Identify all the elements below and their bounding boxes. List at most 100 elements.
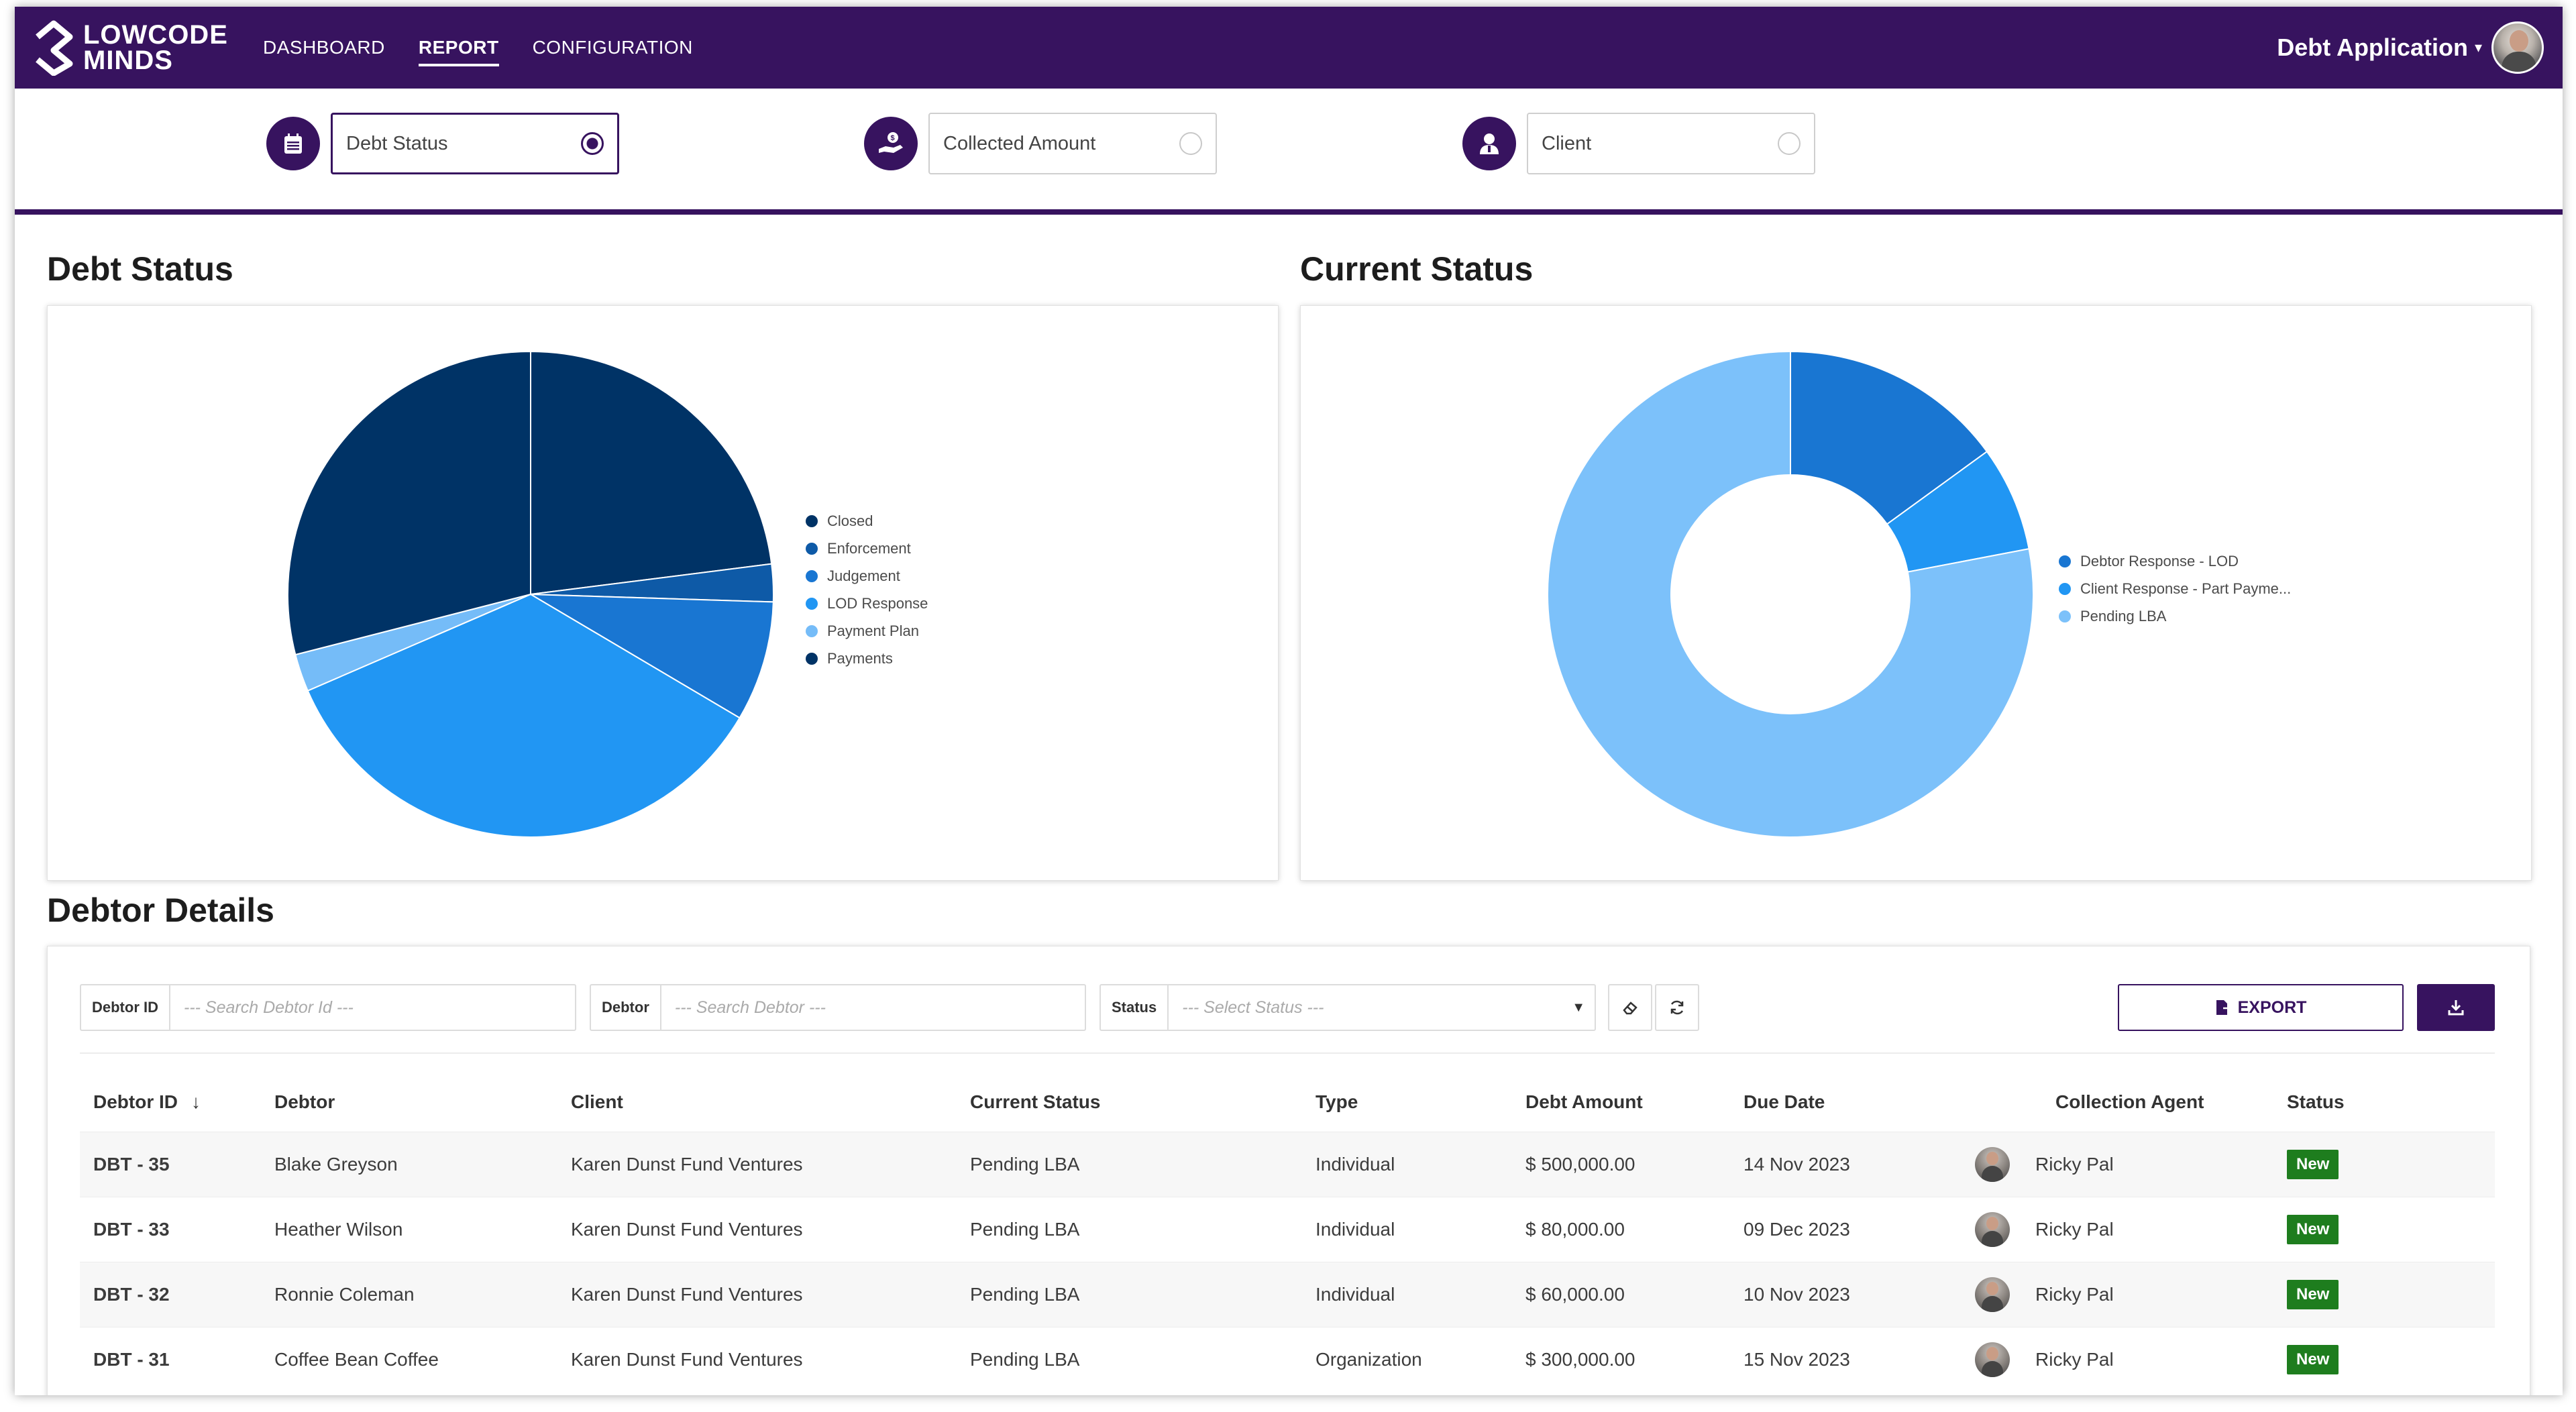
nav-dashboard[interactable]: DASHBOARD [263, 37, 385, 58]
table-row[interactable]: DBT - 35 Blake Greyson Karen Dunst Fund … [80, 1131, 2495, 1197]
slice-lod-response[interactable] [307, 593, 741, 838]
status-badge: New [2287, 1214, 2339, 1244]
legend-label: Pending LBA [2080, 607, 2167, 624]
status-select[interactable] [1169, 985, 1545, 1030]
collected-amount-radio[interactable] [1179, 132, 1202, 155]
logo-mark-icon [36, 20, 73, 76]
debt-amount: $ 60,000.00 [1512, 1261, 1730, 1327]
debtor-id-link[interactable]: DBT - 32 [80, 1261, 261, 1327]
col-header-debtor-id-label: Debtor ID [93, 1091, 178, 1112]
debt-status-radio[interactable] [581, 132, 604, 155]
legend-label: Payments [827, 649, 893, 667]
nav-configuration[interactable]: CONFIGURATION [532, 37, 693, 58]
current-status: Pending LBA [957, 1326, 1302, 1392]
client-radio[interactable] [1778, 132, 1801, 155]
debtor-search-input[interactable] [661, 985, 1071, 1030]
legend-item-enforcement[interactable]: Enforcement [806, 535, 928, 562]
legend-dot [806, 569, 818, 582]
legend-item-pending-lba[interactable]: Pending LBA [2059, 602, 2291, 630]
client-name: Karen Dunst Fund Ventures [557, 1131, 957, 1197]
legend-dot [806, 597, 818, 610]
slice-payments[interactable] [287, 350, 531, 656]
export-button[interactable]: EXPORT [2118, 984, 2404, 1031]
lowcode-minds-logo[interactable]: LOWCODE MINDS [32, 19, 228, 76]
refresh-button[interactable] [1655, 984, 1699, 1031]
debtor-table: Debtor ID ↓ Debtor Client Current Status … [80, 1073, 2495, 1392]
legend-dot [806, 652, 818, 665]
status-cell: New [2273, 1131, 2495, 1197]
client-user-icon [1462, 117, 1516, 170]
debtor-id-filter-label: Debtor ID [81, 985, 170, 1030]
debtor-id-search-input[interactable] [170, 985, 566, 1030]
debtor-id-link[interactable]: DBT - 33 [80, 1196, 261, 1262]
app-menu-dropdown[interactable]: Debt Application ▾ [2277, 7, 2482, 89]
debtor-search-group: Debtor [590, 984, 1086, 1031]
clear-filter-button[interactable] [1608, 984, 1652, 1031]
col-header-due-date[interactable]: Due Date [1743, 1091, 1825, 1112]
col-header-client[interactable]: Client [571, 1091, 623, 1112]
client-name: Karen Dunst Fund Ventures [557, 1261, 957, 1327]
table-header-row: Debtor ID ↓ Debtor Client Current Status … [80, 1073, 2495, 1132]
legend-item-judgement[interactable]: Judgement [806, 562, 928, 590]
slice-judgement[interactable] [530, 594, 774, 719]
current-status: Pending LBA [957, 1131, 1302, 1197]
col-header-current-status[interactable]: Current Status [970, 1091, 1101, 1112]
agent-name: Ricky Pal [2035, 1153, 2114, 1175]
hand-coin-icon: $ [864, 117, 918, 170]
caret-down-icon: ▼ [1572, 1000, 1585, 1015]
nav-report[interactable]: REPORT [418, 30, 499, 66]
table-row[interactable]: DBT - 31 Coffee Bean Coffee Karen Dunst … [80, 1326, 2495, 1392]
slice-pending-lba[interactable] [1547, 350, 2034, 838]
client-name: Karen Dunst Fund Ventures [557, 1326, 957, 1392]
col-header-type[interactable]: Type [1316, 1091, 1358, 1112]
legend-item-payment-plan[interactable]: Payment Plan [806, 617, 928, 645]
debt-amount: $ 500,000.00 [1512, 1131, 1730, 1197]
debtor-type: Individual [1302, 1131, 1512, 1197]
client-option-label: Client [1542, 132, 1592, 154]
slice-debtor-response-lod[interactable] [1790, 350, 1988, 525]
debtor-name: Coffee Bean Coffee [261, 1326, 557, 1392]
calendar-icon [266, 117, 320, 170]
status-filter-label: Status [1101, 985, 1169, 1030]
col-header-status[interactable]: Status [2287, 1091, 2345, 1112]
client-option[interactable]: Client [1527, 113, 1815, 174]
export-button-label: EXPORT [2237, 997, 2307, 1017]
caret-down-icon: ▾ [2474, 39, 2482, 56]
current-status-legend: Debtor Response - LOD Client Response - P… [2059, 547, 2291, 630]
sort-desc-icon[interactable]: ↓ [191, 1091, 201, 1112]
debtor-id-link[interactable]: DBT - 35 [80, 1131, 261, 1197]
collection-agent: Ricky Pal [1962, 1196, 2273, 1262]
debt-status-title: Debt Status [47, 250, 233, 288]
status-badge: New [2287, 1279, 2339, 1309]
legend-dot [806, 514, 818, 527]
col-header-debtor-id[interactable]: Debtor ID ↓ [80, 1073, 261, 1132]
download-button[interactable] [2417, 984, 2495, 1031]
legend-item-client-response-part-payme[interactable]: Client Response - Part Payme... [2059, 575, 2291, 602]
legend-item-closed[interactable]: Closed [806, 507, 928, 535]
col-header-debt-amount[interactable]: Debt Amount [1525, 1091, 1643, 1112]
download-icon [2448, 1000, 2464, 1016]
debtor-id-link[interactable]: DBT - 31 [80, 1326, 261, 1392]
legend-item-lod-response[interactable]: LOD Response [806, 590, 928, 617]
legend-item-payments[interactable]: Payments [806, 645, 928, 672]
filter-debt-status: Debt Status [266, 113, 619, 174]
due-date: 15 Nov 2023 [1730, 1326, 1962, 1392]
collected-amount-option-label: Collected Amount [943, 132, 1096, 154]
debt-status-option[interactable]: Debt Status [331, 113, 619, 174]
col-header-debtor[interactable]: Debtor [274, 1091, 335, 1112]
legend-item-debtor-response-lod[interactable]: Debtor Response - LOD [2059, 547, 2291, 575]
collection-agent: Ricky Pal [1962, 1326, 2273, 1392]
table-row[interactable]: DBT - 33 Heather Wilson Karen Dunst Fund… [80, 1196, 2495, 1262]
current-status-chart-card: Debtor Response - LOD Client Response - P… [1300, 305, 2532, 881]
table-row[interactable]: DBT - 32 Ronnie Coleman Karen Dunst Fund… [80, 1261, 2495, 1327]
legend-label: Enforcement [827, 539, 911, 557]
slice-closed[interactable] [530, 350, 773, 596]
col-header-collection-agent[interactable]: Collection Agent [2055, 1091, 2204, 1112]
status-cell: New [2273, 1196, 2495, 1262]
user-avatar[interactable] [2491, 21, 2544, 74]
refresh-icon [1670, 1000, 1684, 1015]
legend-label: Payment Plan [827, 622, 919, 639]
agent-avatar [1975, 1146, 2010, 1182]
file-export-icon [2216, 1000, 2231, 1015]
collected-amount-option[interactable]: Collected Amount [928, 113, 1217, 174]
